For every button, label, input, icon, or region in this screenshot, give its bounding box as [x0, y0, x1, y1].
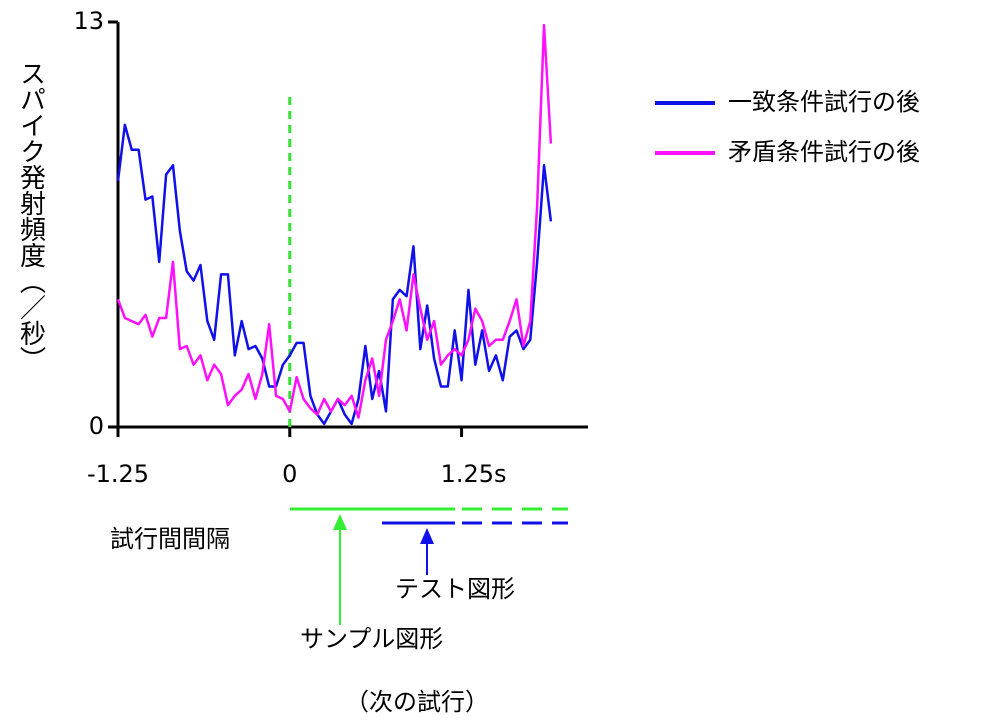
test-label: テスト図形: [395, 575, 515, 603]
sample-arrowhead: [333, 514, 347, 530]
interval-label: 試行間間隔: [110, 525, 230, 553]
test-arrowhead: [420, 528, 434, 544]
y-tick-label: 0: [89, 412, 104, 440]
x-tick-label: -1.25: [87, 460, 149, 488]
series-line: [116, 23, 553, 419]
series-line: [116, 123, 553, 426]
timeline: [290, 507, 568, 625]
x-tick-label: 0: [282, 460, 297, 488]
x-tick-label: 1.25s: [441, 460, 507, 488]
sample-label: サンプル図形: [300, 625, 443, 653]
legend-label: 一致条件試行の後: [728, 88, 920, 116]
legend-label: 矛盾条件試行の後: [728, 138, 920, 166]
next-trial-label: （次の試行）: [345, 688, 489, 716]
y-axis-label: スパイク発射頻度（／秒）: [16, 60, 46, 372]
y-tick-label: 13: [73, 7, 104, 35]
